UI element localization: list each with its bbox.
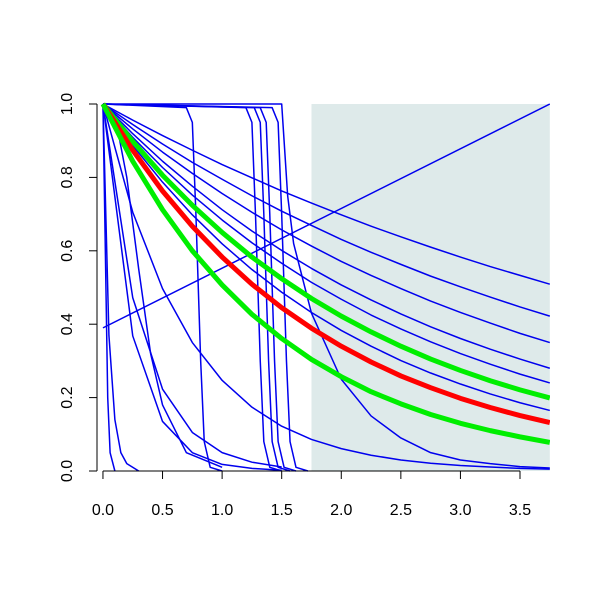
x-tick-label: 3.5 — [509, 502, 531, 519]
x-tick-label: 0.0 — [92, 502, 114, 519]
line — [100, 102, 550, 425]
line — [102, 103, 291, 472]
plot-area — [100, 102, 550, 472]
line — [102, 103, 282, 472]
line — [102, 103, 550, 469]
shaded-region — [311, 104, 550, 471]
y-tick-label: 0.8 — [59, 166, 76, 188]
line — [102, 103, 550, 470]
x-tick-label: 1.0 — [211, 502, 233, 519]
y-tick-label: 0.4 — [59, 313, 76, 335]
line — [102, 103, 550, 369]
x-tick-label: 1.5 — [271, 502, 293, 519]
y-tick-label: 0.2 — [59, 386, 76, 408]
line — [102, 103, 116, 472]
line — [101, 102, 550, 401]
x-tick-label: 0.5 — [151, 502, 173, 519]
line — [102, 103, 550, 285]
line — [102, 103, 550, 412]
y-tick-label: 1.0 — [59, 93, 76, 115]
line — [102, 103, 550, 317]
line — [102, 103, 223, 469]
y-tick-label: 0.0 — [59, 460, 76, 482]
line — [102, 103, 550, 384]
line — [102, 103, 309, 472]
line — [102, 103, 550, 329]
y-tick-label: 0.6 — [59, 240, 76, 262]
line — [102, 103, 282, 468]
x-tick-label: 2.0 — [330, 502, 352, 519]
line — [102, 103, 297, 472]
x-tick-label: 3.0 — [449, 502, 471, 519]
line — [100, 102, 550, 445]
line — [102, 103, 223, 472]
x-tick-label: 2.5 — [390, 502, 412, 519]
line — [102, 103, 550, 344]
line — [102, 103, 140, 472]
